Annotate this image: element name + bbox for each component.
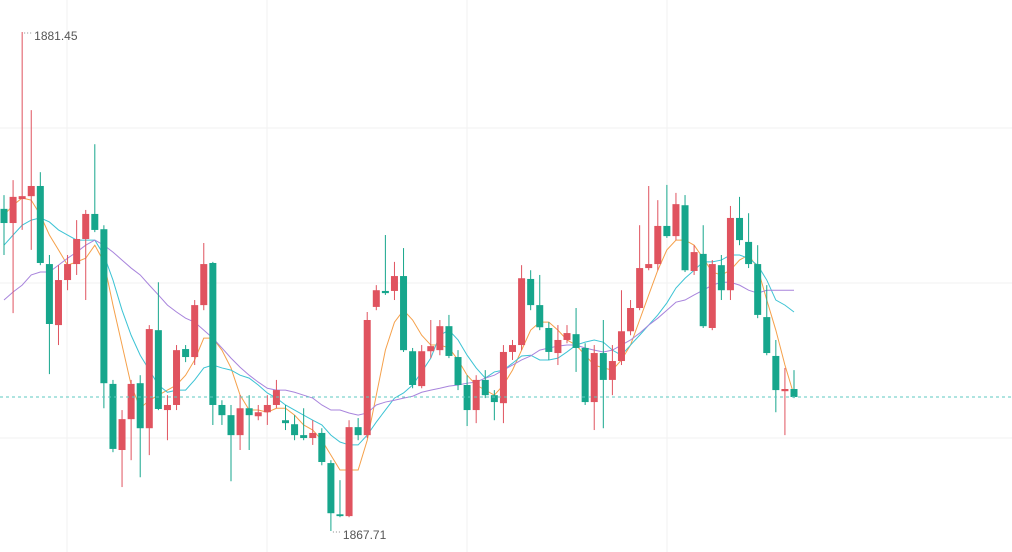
- candle-body: [763, 317, 771, 354]
- candle-body: [309, 432, 317, 439]
- candle-body: [554, 339, 562, 354]
- candle-body: [254, 412, 262, 417]
- candle-body: [390, 276, 398, 291]
- low-label: 1867.71: [343, 528, 387, 542]
- candle-body: [409, 351, 417, 386]
- candle-body: [481, 379, 489, 396]
- candle-body: [327, 463, 335, 514]
- candle-body: [518, 278, 526, 346]
- candle-body: [790, 388, 798, 397]
- candle-body: [490, 395, 498, 403]
- high-label: 1881.45: [34, 29, 78, 43]
- candle-body: [418, 351, 426, 387]
- candle-body: [581, 347, 589, 403]
- candle-body: [127, 383, 135, 420]
- candle-body: [100, 229, 108, 384]
- candle-body: [527, 278, 535, 306]
- candle-body: [272, 390, 280, 405]
- candle-body: [536, 305, 544, 328]
- candle-body: [54, 280, 62, 326]
- candle-body: [572, 334, 580, 348]
- candle-body: [726, 217, 734, 291]
- candle-body: [263, 404, 271, 413]
- candle-body: [345, 427, 353, 517]
- candle-body: [354, 427, 362, 436]
- candle-body: [372, 290, 380, 307]
- plot: [0, 32, 1012, 531]
- candle-body: [636, 268, 644, 309]
- candle-body: [436, 326, 444, 351]
- candle-body: [608, 361, 616, 380]
- candle-body: [645, 264, 653, 269]
- candle-body: [182, 349, 190, 358]
- candle-body: [154, 330, 162, 409]
- candle-body: [191, 305, 199, 358]
- candle-body: [209, 262, 217, 405]
- candle-body: [136, 383, 144, 429]
- candle-body: [145, 329, 153, 429]
- candle-body: [300, 435, 308, 439]
- candle-body: [281, 420, 289, 424]
- candle-body: [236, 408, 244, 436]
- candle-body: [27, 185, 35, 197]
- candle-body: [173, 350, 181, 405]
- candle-body: [0, 208, 8, 224]
- candle-body: [745, 241, 753, 265]
- candle-body: [672, 204, 680, 237]
- candle-body: [463, 385, 471, 411]
- candle-body: [563, 333, 571, 340]
- candle-body: [663, 225, 671, 237]
- candle-body: [36, 185, 44, 263]
- candle-body: [772, 355, 780, 391]
- candle-body: [227, 415, 235, 436]
- candle-body: [336, 514, 344, 517]
- candle-body: [590, 353, 598, 403]
- candle-body: [617, 331, 625, 362]
- candle-body: [291, 424, 299, 436]
- candle-body: [545, 327, 553, 352]
- average-line: [3, 239, 794, 416]
- candle-body: [363, 319, 371, 436]
- candle-body: [445, 326, 453, 356]
- candle-body: [736, 217, 744, 241]
- candle-body: [699, 253, 707, 327]
- candle-body: [64, 264, 72, 281]
- candle-body: [73, 239, 81, 265]
- average-line: [3, 217, 795, 446]
- candle-body: [781, 388, 789, 392]
- candle-body: [163, 404, 171, 411]
- candle-body: [717, 265, 725, 291]
- candle-body: [681, 205, 689, 271]
- candle-body: [509, 345, 517, 352]
- candle-body: [400, 276, 408, 351]
- candle-body: [318, 432, 326, 462]
- candle-body: [45, 264, 53, 324]
- candle-body: [82, 213, 90, 240]
- candle-body: [690, 252, 698, 271]
- candle-body: [427, 346, 435, 352]
- candle-body: [18, 196, 26, 200]
- candle-body: [381, 290, 389, 294]
- candle-body: [118, 419, 126, 451]
- candle-body: [9, 196, 17, 224]
- candle-body: [599, 353, 607, 380]
- average-line: [3, 197, 795, 471]
- candle-body: [245, 408, 253, 416]
- candle-body: [454, 357, 462, 386]
- candle-body: [472, 379, 480, 411]
- candle-body: [654, 225, 662, 265]
- candle-body: [754, 264, 762, 315]
- candle-body: [109, 383, 117, 449]
- candle-body: [627, 308, 635, 332]
- candle-body: [218, 404, 226, 416]
- candle-body: [200, 264, 208, 306]
- candle-body: [708, 264, 716, 328]
- candle-body: [499, 351, 507, 404]
- candle-body: [91, 213, 99, 230]
